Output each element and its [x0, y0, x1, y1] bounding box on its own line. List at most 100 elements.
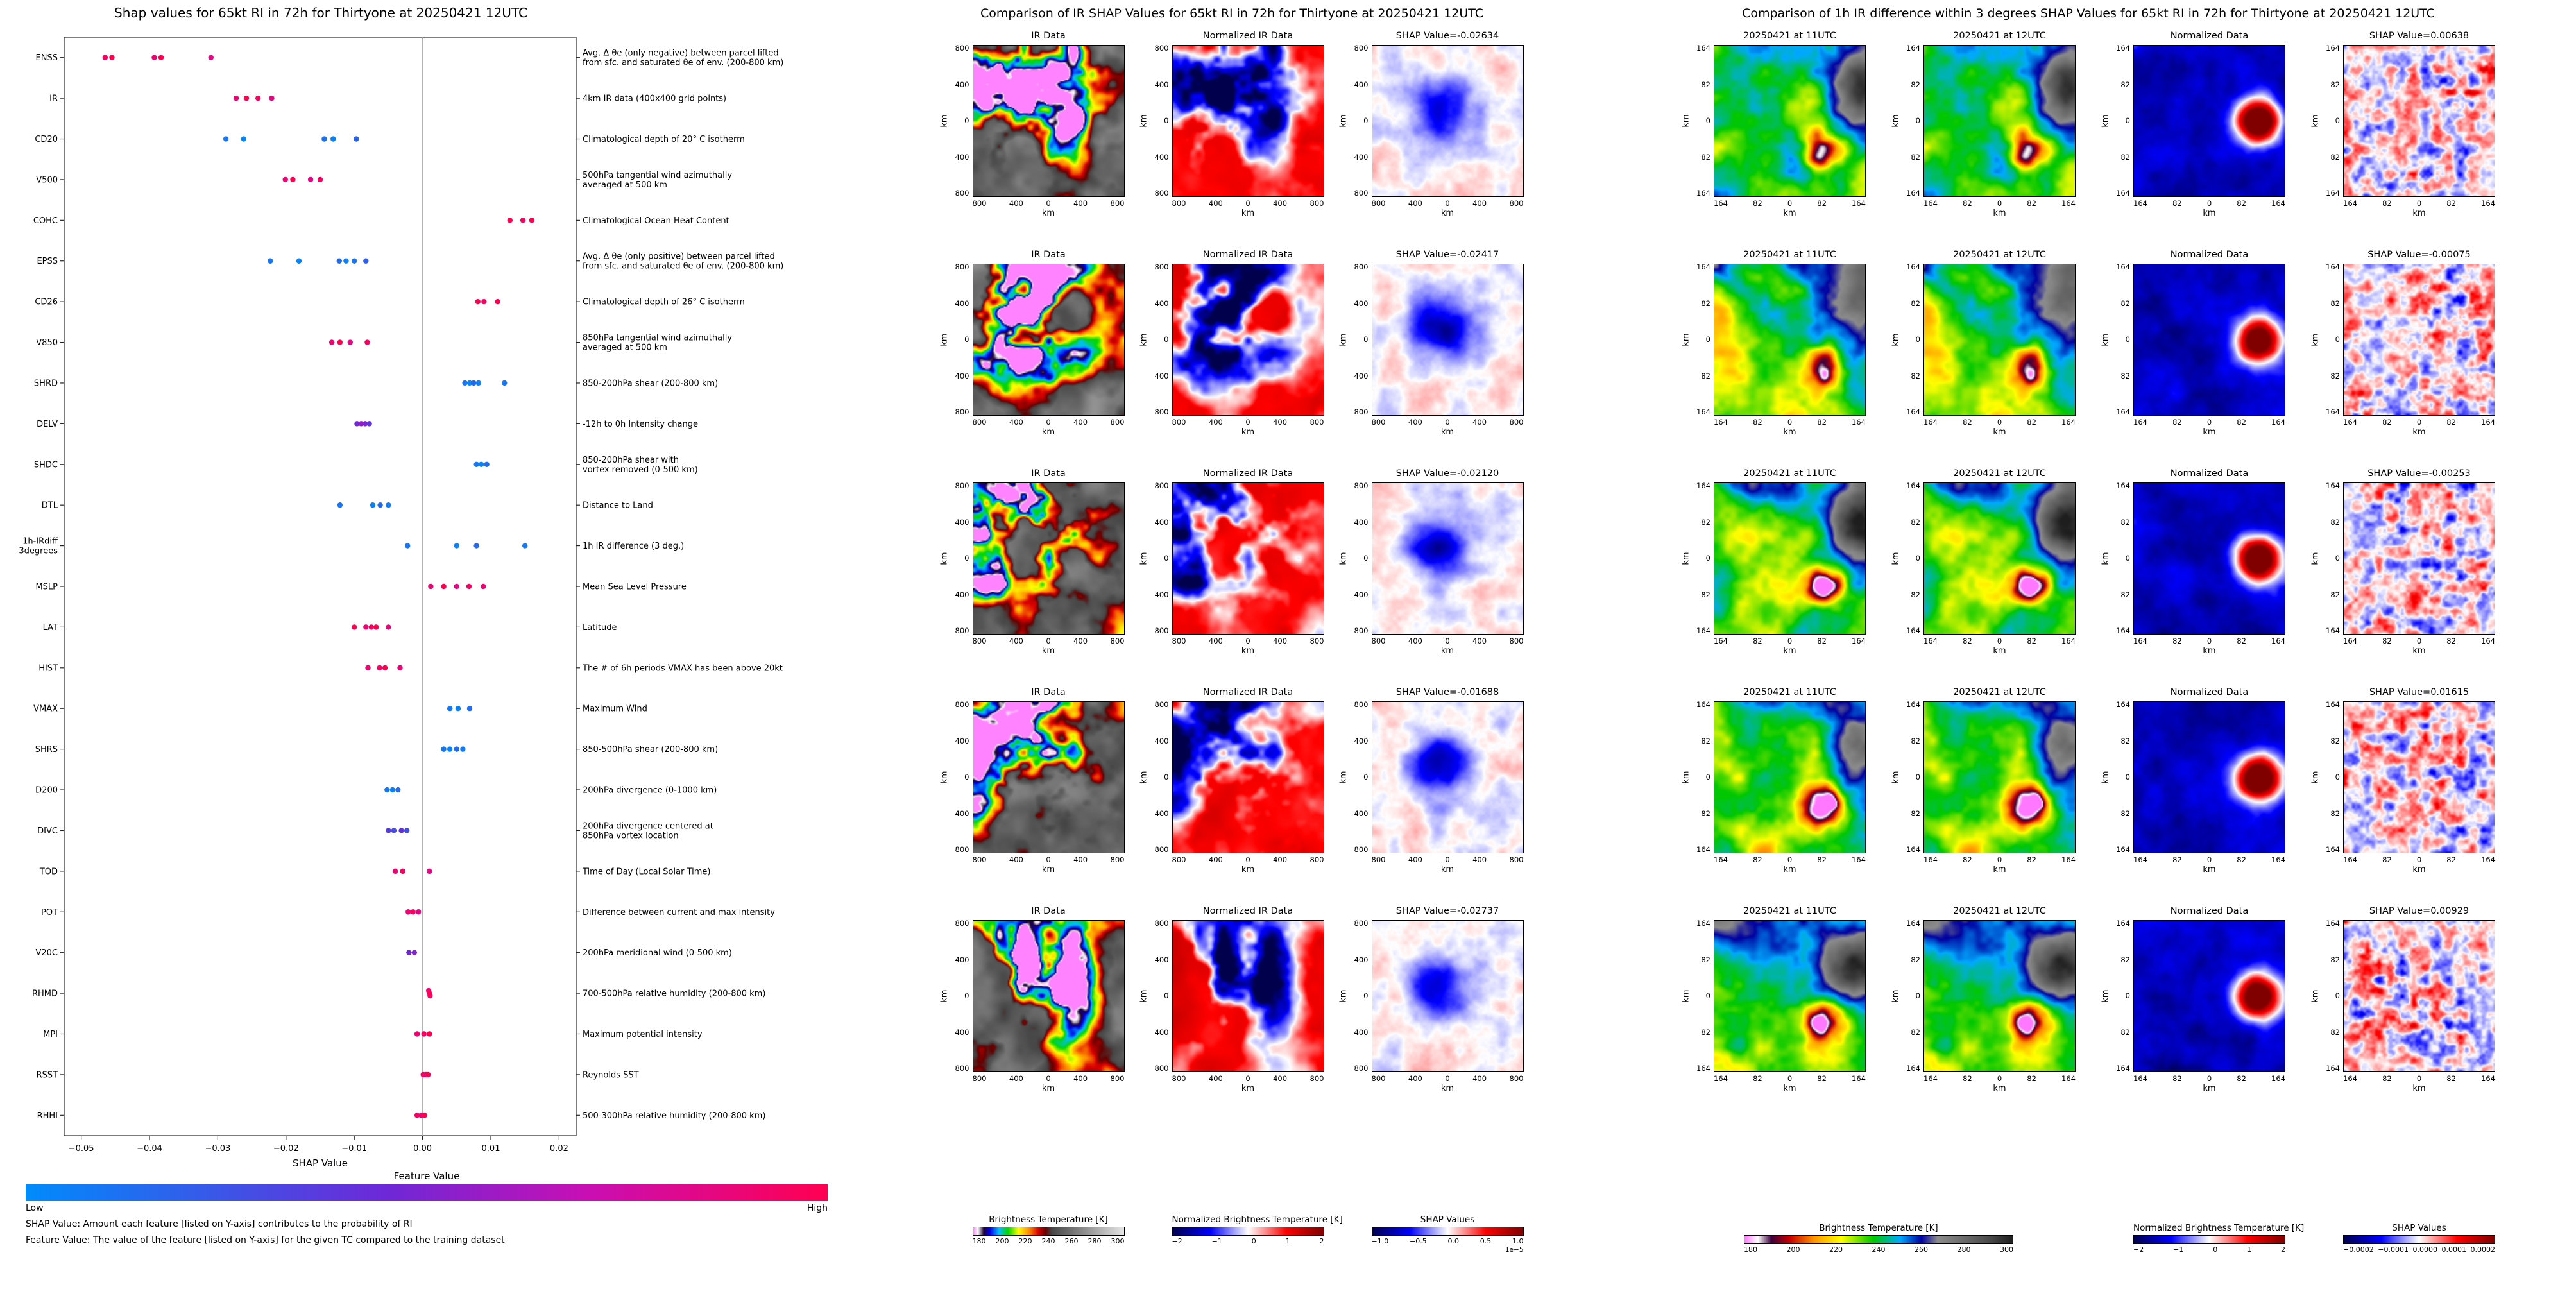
- y-tick-label: 0: [1705, 991, 1710, 1000]
- y-tick-label: 0: [964, 554, 969, 563]
- colorbar-inner: Normalized Brightness Temperature [K] −2−…: [1172, 1215, 1343, 1245]
- y-axis-label: km: [1682, 45, 1691, 197]
- svg-text:RSST: RSST: [37, 1070, 58, 1080]
- map-subplot: SHAP Value=0.00638 km 164 82 0 82 164 164 82 0 82 1…: [2311, 31, 2495, 219]
- svg-text:850-200hPa shear (200-800 km): 850-200hPa shear (200-800 km): [583, 379, 718, 388]
- x-tick-label: 82: [2237, 199, 2246, 208]
- x-tick-label: 0: [1997, 418, 2002, 427]
- map-image: [2133, 701, 2285, 853]
- x-tick-label: 164: [2061, 1074, 2076, 1083]
- x-tick-label: 800: [1309, 1074, 1324, 1083]
- x-tick-label: 400: [1273, 636, 1288, 645]
- colorbar-label: Brightness Temperature [K]: [989, 1215, 1108, 1225]
- map-subplot: IR Data km 800 400 0 400 800 800 400 0 400 800 km: [940, 31, 1125, 219]
- irdiff-11utc-title: 20250421 at 11UTC: [1743, 906, 1836, 916]
- svg-text:HIST: HIST: [38, 663, 58, 673]
- y-tick-label: 0: [964, 335, 969, 344]
- x-tick-label: 164: [1923, 636, 1938, 645]
- y-tick-label: 0: [2125, 991, 2130, 1000]
- colorbar-inner: Normalized Brightness Temperature [K] −2−…: [2133, 1223, 2304, 1254]
- svg-text:from sfc. and saturated θe of: from sfc. and saturated θe of env. (200-…: [583, 58, 783, 68]
- x-tick-labels: 164 82 0 82 164: [1714, 853, 1866, 865]
- y-tick-label: 400: [1154, 298, 1169, 308]
- y-tick-labels: 800 400 0 400 800: [1349, 44, 1372, 197]
- y-tick-label: 0: [1915, 991, 1920, 1000]
- irdiff-12utc-title: 20250421 at 12UTC: [1953, 31, 2046, 41]
- x-tick-label: 82: [2446, 199, 2456, 208]
- map-image: [2343, 920, 2495, 1072]
- svg-text:850hPa vortex location: 850hPa vortex location: [583, 831, 679, 841]
- x-tick-label: 164: [2133, 1074, 2147, 1083]
- y-tick-label: 400: [1354, 371, 1369, 380]
- x-tick-label: 164: [1852, 855, 1866, 864]
- y-tick-label: 800: [1154, 407, 1169, 416]
- svg-text:0.01: 0.01: [482, 1144, 500, 1154]
- svg-text:RHHI: RHHI: [37, 1111, 58, 1121]
- y-tick-labels: 164 82 0 82 164: [1900, 482, 1923, 635]
- x-tick-label: 164: [2343, 418, 2357, 427]
- normalized-data-title: Normalized Data: [2170, 31, 2249, 41]
- x-tick-label: 82: [1963, 636, 1972, 645]
- ir-data-title: IR Data: [1031, 31, 1066, 41]
- x-tick-label: 400: [1208, 418, 1223, 427]
- x-tick-label: 800: [1172, 855, 1186, 864]
- x-tick-label: 800: [1309, 418, 1324, 427]
- irdiff-11utc-title: 20250421 at 11UTC: [1743, 31, 1836, 41]
- x-tick-label: 0: [2416, 855, 2422, 864]
- y-tick-label: 82: [1911, 298, 1920, 308]
- map-subplot: Normalized Data km 164 82 0 82 164 164 82 0 82 164 k…: [2101, 468, 2285, 656]
- y-tick-label: 800: [955, 407, 969, 416]
- map-subplot: 20250421 at 12UTC km 164 82 0 82 164 164 82 0 82 16…: [1891, 31, 2076, 219]
- map-image: [1371, 264, 1524, 416]
- x-tick-label: 164: [2343, 855, 2357, 864]
- y-tick-label: 164: [2326, 919, 2340, 928]
- x-axis-label: km: [1783, 209, 1796, 218]
- shap-beeswarm-plot: −0.05 −0.04 −0.03 −0.02 −0.01 0.00 0.01 0.02 SHA…: [19, 37, 783, 1169]
- x-tick-label: 82: [1817, 855, 1827, 864]
- x-tick-label: 82: [1753, 1074, 1762, 1083]
- x-tick-label: 0: [1046, 1074, 1051, 1083]
- svg-text:DTL: DTL: [42, 501, 58, 511]
- beeswarm-title: Shap values for 65kt RI in 72h for Thirt…: [114, 5, 527, 21]
- ir-panel-title: Comparison of IR SHAP Values for 65kt RI…: [980, 6, 1483, 21]
- x-tick-label: 800: [1172, 418, 1186, 427]
- y-tick-label: 164: [1696, 44, 1710, 53]
- x-tick-label: 164: [1714, 418, 1728, 427]
- x-axis-label: km: [1440, 209, 1454, 218]
- map-subplot: SHAP Value=-0.01688 km 800 400 0 400 800 800 400…: [1339, 687, 1524, 875]
- y-tick-label: 82: [1701, 1027, 1710, 1037]
- y-tick-label: 82: [1701, 298, 1710, 308]
- x-tick-label: 800: [972, 855, 987, 864]
- x-tick-label: 82: [2382, 199, 2392, 208]
- y-tick-labels: 164 82 0 82 164: [1691, 263, 1714, 416]
- colorbar-label: Brightness Temperature [K]: [1819, 1223, 1938, 1233]
- x-tick-label: 800: [972, 199, 987, 208]
- y-tick-label: 164: [1906, 1064, 1920, 1073]
- x-tick-label: 0: [1046, 855, 1051, 864]
- x-tick-label: 82: [2027, 1074, 2036, 1083]
- y-tick-label: 800: [955, 481, 969, 490]
- y-tick-label: 400: [1354, 517, 1369, 527]
- x-tick-label: 82: [1753, 855, 1762, 864]
- y-tick-label: 82: [1701, 955, 1710, 964]
- map-image: [1371, 920, 1524, 1072]
- y-tick-label: 0: [1164, 116, 1169, 125]
- y-tick-label: 0: [2125, 116, 2130, 125]
- x-tick-labels: 164 82 0 82 164: [2343, 197, 2495, 209]
- x-tick-label: 400: [1472, 199, 1487, 208]
- y-tick-label: 400: [1354, 590, 1369, 599]
- x-tick-label: 400: [1009, 636, 1023, 645]
- y-tick-label: 0: [1164, 335, 1169, 344]
- x-tick-label: 400: [1408, 636, 1422, 645]
- y-tick-label: 0: [1164, 991, 1169, 1000]
- shap-value-title: SHAP Value=-0.02634: [1395, 31, 1499, 41]
- colorbar-tick-label: 0.5: [1480, 1237, 1492, 1245]
- y-tick-label: 82: [1701, 590, 1710, 599]
- x-tick-label: 400: [1009, 855, 1023, 864]
- colorbar-gradient: [972, 1227, 1125, 1236]
- colorbar-tick-label: 0: [1251, 1237, 1256, 1245]
- colorbar-tick-label: 1: [2247, 1245, 2252, 1254]
- x-tick-label: 800: [1110, 199, 1125, 208]
- map-subplot: 20250421 at 12UTC km 164 82 0 82 164 164 82 0 82 16…: [1891, 687, 2076, 875]
- x-tick-label: 800: [1371, 418, 1386, 427]
